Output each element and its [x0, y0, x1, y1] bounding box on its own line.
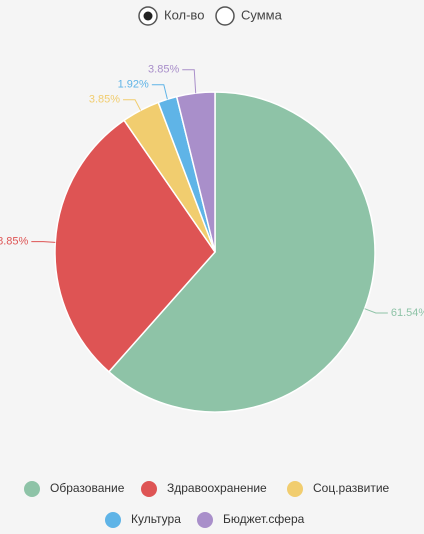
data-label: 1.92%: [118, 79, 149, 91]
data-label: 28.85%: [0, 236, 29, 248]
leader-line: [123, 99, 142, 111]
radio-dot: [143, 11, 153, 21]
data-label: 3.85%: [89, 94, 120, 106]
leader-line: [151, 84, 168, 100]
legend-marker[interactable]: [287, 481, 303, 497]
legend-label[interactable]: Соц.развитие: [313, 481, 390, 495]
legend-label[interactable]: Культура: [131, 512, 181, 526]
radio-label[interactable]: Сумма: [241, 7, 283, 22]
data-label: 3.85%: [148, 64, 179, 76]
legend-marker[interactable]: [141, 481, 157, 497]
radio-button[interactable]: [215, 6, 235, 26]
radio-label[interactable]: Кол-во: [164, 7, 204, 22]
legend-marker[interactable]: [24, 481, 40, 497]
legend-label[interactable]: Здравоохранение: [167, 481, 267, 495]
leader-line: [364, 308, 388, 314]
data-label: 61.54%: [391, 307, 424, 319]
legend-marker[interactable]: [105, 512, 121, 528]
legend-label[interactable]: Бюджет.сфера: [223, 512, 305, 526]
pie-slice: [175, 91, 216, 253]
leader-line: [31, 241, 56, 243]
pie-slice: [107, 91, 376, 413]
legend-label[interactable]: Образование: [50, 481, 125, 495]
legend-marker[interactable]: [197, 512, 213, 528]
leader-line: [182, 69, 197, 94]
